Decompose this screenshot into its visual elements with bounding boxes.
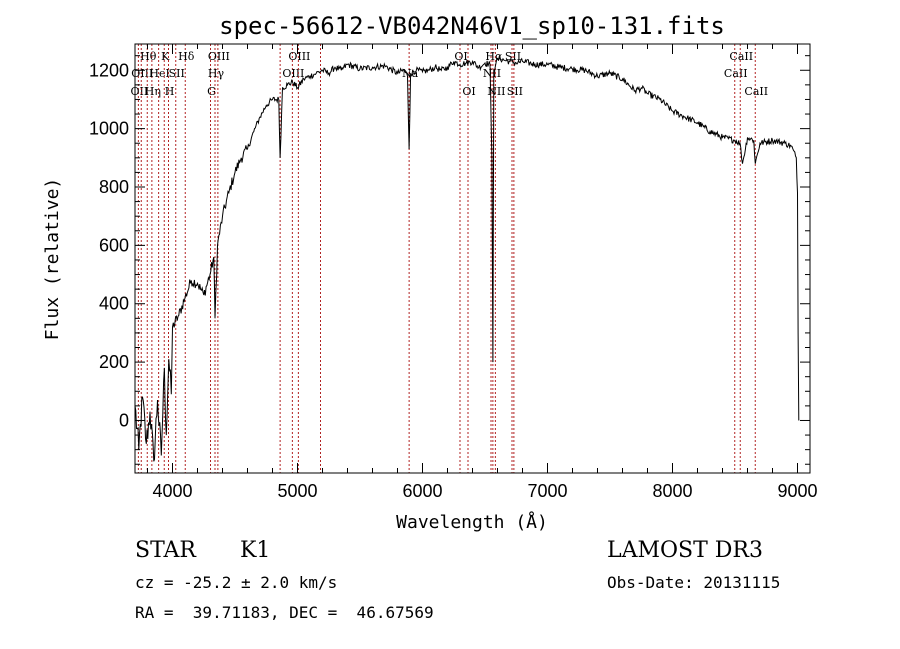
x-tick-label: 6000: [402, 481, 442, 501]
line-marker-label: SII: [505, 50, 521, 63]
object-subclass: K1: [240, 538, 271, 563]
x-tick-label: 4000: [152, 481, 192, 501]
line-marker-label: Hγ: [208, 67, 225, 80]
line-marker-label: Hη: [145, 85, 161, 98]
line-marker-label: HeI: [149, 67, 169, 80]
axes-group: 4000 5000 6000 7000 8000 9000 0 200 400 600 800 100…: [89, 44, 818, 501]
redshift-velocity: cz = -25.2 ± 2.0 km/s: [135, 573, 338, 592]
y-tick-label: 0: [119, 410, 129, 430]
y-axis-label: Flux (relative): [42, 178, 63, 341]
x-tick-label: 9000: [777, 481, 817, 501]
sky-coordinates: RA = 39.71183, DEC = 46.67569: [135, 603, 434, 622]
y-tick-label: 200: [99, 352, 129, 372]
line-marker-label: G: [207, 85, 216, 98]
line-marker-label: OI: [462, 85, 475, 98]
x-tick-label: 5000: [277, 481, 317, 501]
plot-frame: [134, 43, 811, 474]
line-marker-label: CaII: [744, 85, 768, 98]
line-marker-label: K: [161, 50, 170, 63]
line-marker-label: OIII: [288, 50, 310, 63]
line-marker-label: OI: [454, 50, 467, 63]
y-tick-label: 1000: [89, 119, 129, 139]
spectrum-line: [134, 56, 800, 462]
line-marker-label: SII: [169, 67, 185, 80]
x-tick-label: 7000: [527, 481, 567, 501]
line-marker-label: Hα: [485, 50, 503, 63]
series-group: [134, 56, 800, 462]
x-axis-label: Wavelength (Å): [396, 511, 548, 533]
line-marker-label: CaII: [724, 67, 748, 80]
object-class: STAR: [135, 538, 196, 563]
line-marker-label: SII: [507, 85, 523, 98]
line-marker-label: OIII: [282, 67, 304, 80]
survey-name: LAMOST DR3: [607, 538, 763, 563]
line-marker-label: Hδ: [178, 50, 195, 63]
line-marker-label: NII: [483, 67, 501, 80]
line-marker-label: H: [165, 85, 175, 98]
y-tick-label: 600: [99, 235, 129, 255]
line-marker-label: OIII: [208, 50, 230, 63]
y-tick-label: 800: [99, 177, 129, 197]
line-marker-label: CaII: [729, 50, 753, 63]
observation-date: Obs-Date: 20131115: [607, 573, 781, 592]
y-tick-label: 1200: [89, 60, 129, 80]
line-marker-label: Hθ: [140, 50, 157, 63]
chart-title: spec-56612-VB042N46V1_sp10-131.fits: [219, 12, 725, 40]
y-tick-label: 400: [99, 294, 129, 314]
x-tick-label: 8000: [652, 481, 692, 501]
line-marker-label: NII: [487, 85, 505, 98]
line-markers: OIIOIIIHθHηHeIKHSIIHδGHγOIIIOIIIOIIINaOI…: [131, 44, 768, 473]
